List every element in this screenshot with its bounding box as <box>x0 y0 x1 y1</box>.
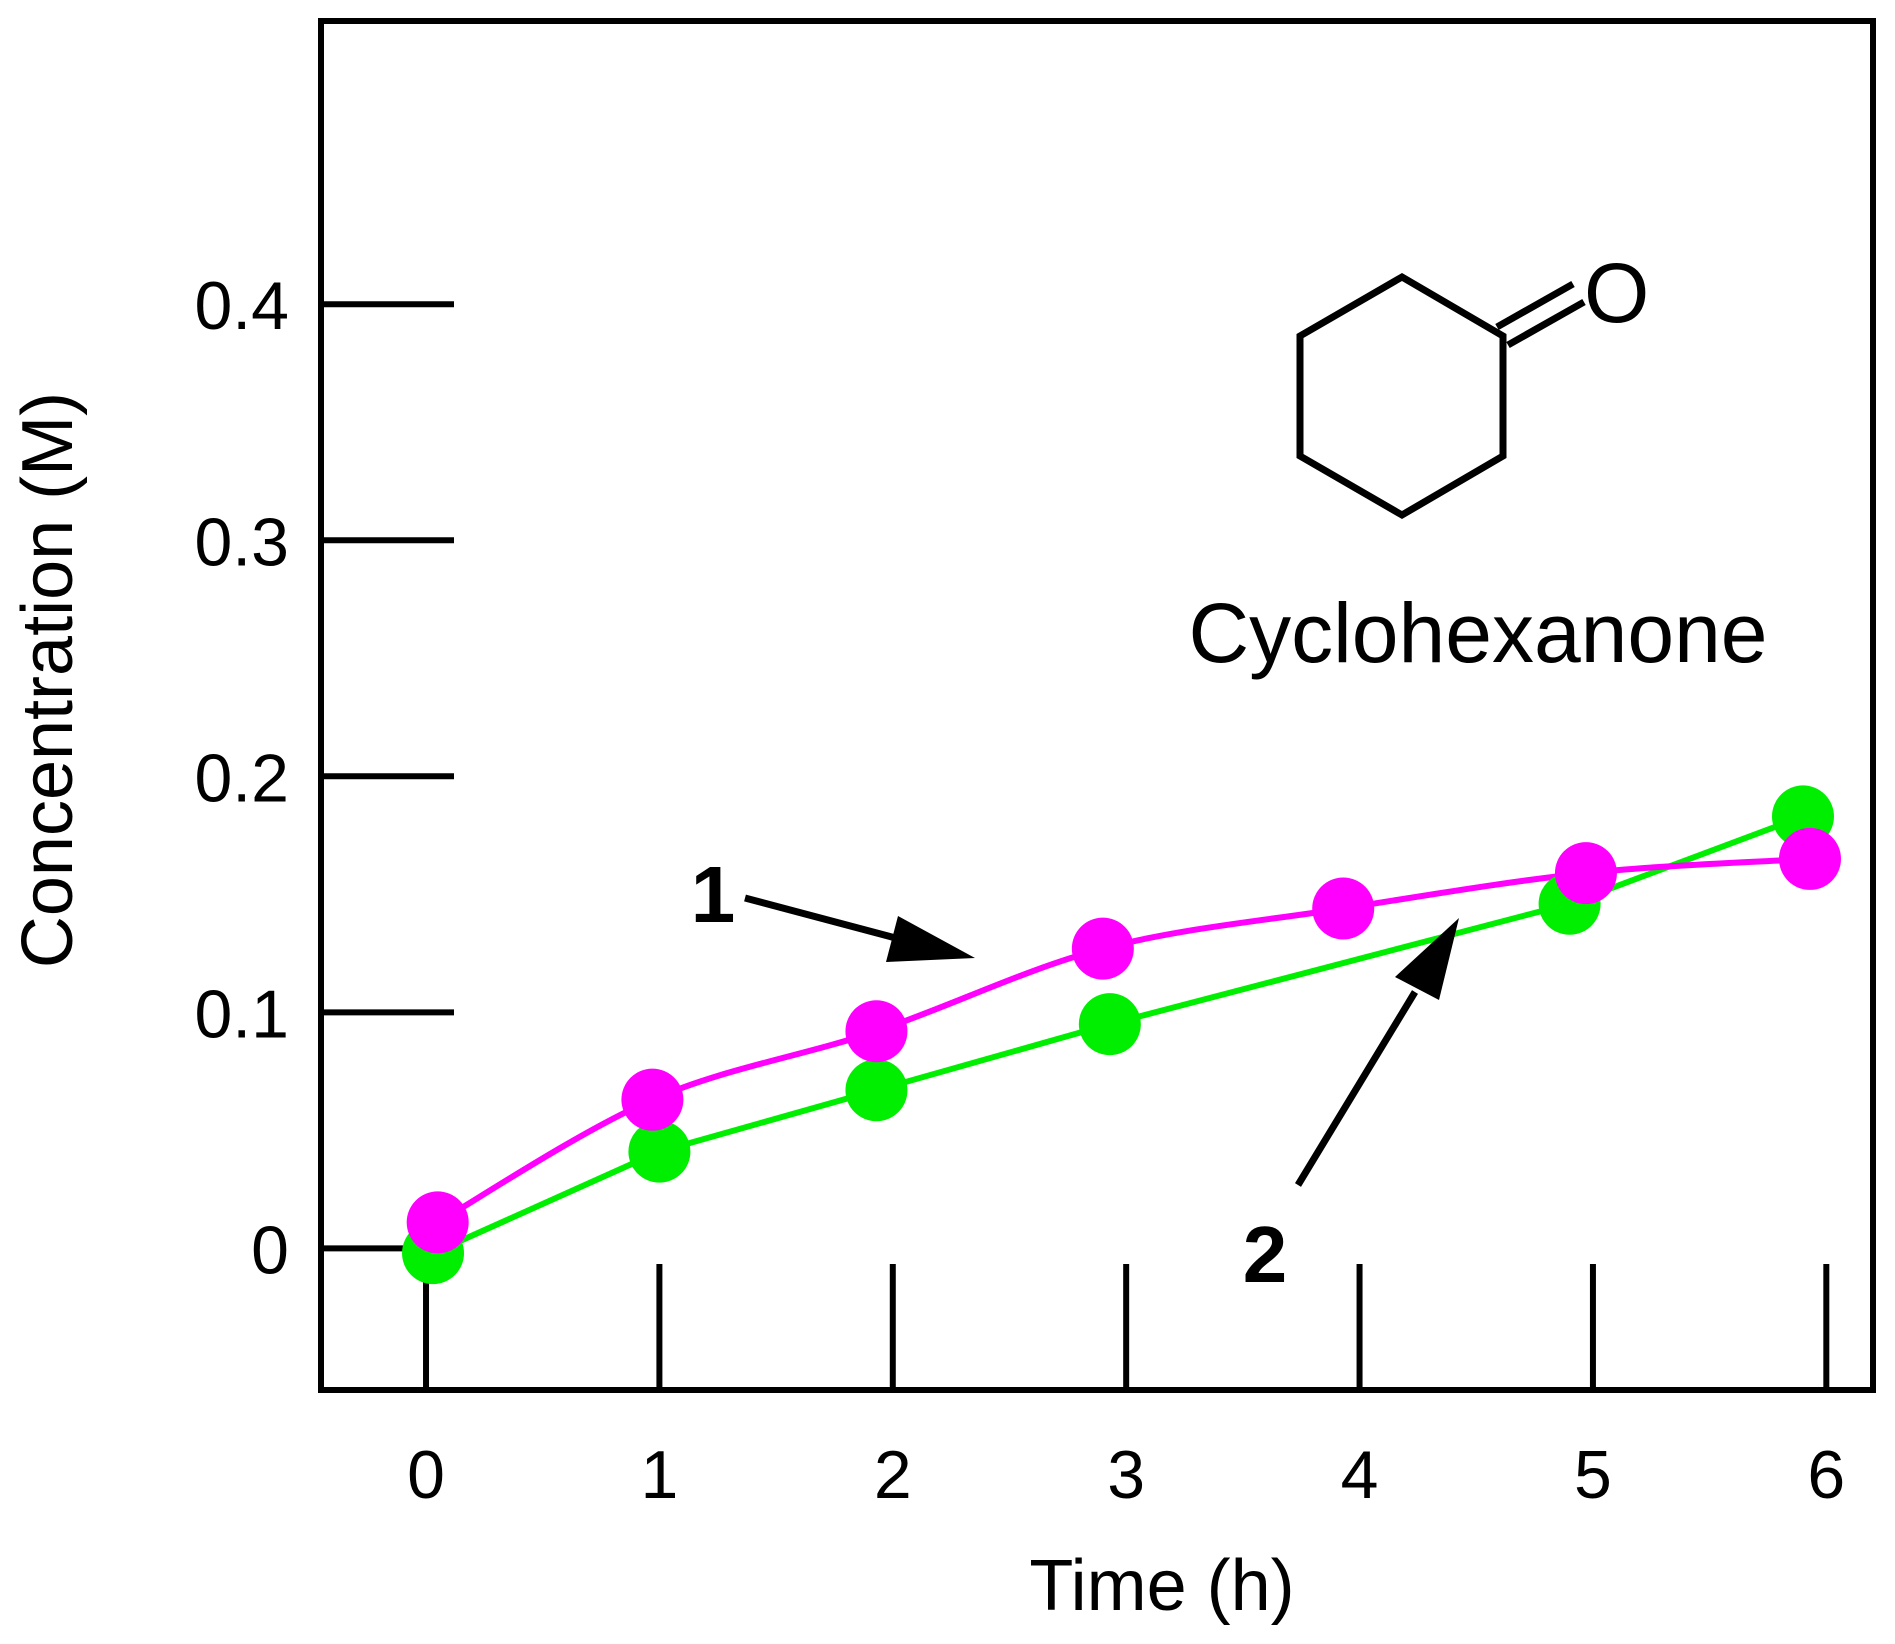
x-axis-label: Time (h) <box>1029 1546 1294 1626</box>
compound-label: Cyclohexanone <box>1188 586 1767 680</box>
y-tick-label: 0 <box>251 1212 289 1288</box>
y-axis-label: Concentration (M) <box>8 392 88 968</box>
y-tick-label: 0.2 <box>194 740 289 816</box>
x-tick-label: 0 <box>407 1437 445 1513</box>
y-tick-label: 0.1 <box>194 976 289 1052</box>
plot-frame <box>318 18 1876 1393</box>
series-1-point <box>845 1000 908 1063</box>
series-1-point <box>406 1191 469 1254</box>
series-1-callout: 1 <box>691 850 736 939</box>
x-tick-label: 5 <box>1574 1437 1612 1513</box>
series-1-point <box>621 1068 684 1131</box>
x-tick-label: 4 <box>1341 1437 1379 1513</box>
series-2-point <box>845 1059 908 1122</box>
x-tick-label: 2 <box>874 1437 912 1513</box>
series-1-point <box>1071 917 1134 980</box>
x-tick-label: 3 <box>1107 1437 1145 1513</box>
y-axis-ticks: 0 0.1 0.2 0.3 0.4 <box>194 268 454 1288</box>
series-2-point <box>628 1120 691 1183</box>
series-1-point <box>1778 827 1841 890</box>
y-tick-label: 0.3 <box>194 504 289 580</box>
y-tick-label: 0.4 <box>194 268 289 344</box>
cyclohexanone-structure-icon <box>1296 272 1586 520</box>
series-1-point <box>1554 842 1617 905</box>
series-2-point <box>1078 993 1141 1056</box>
series-layer <box>402 785 1841 1285</box>
callout-arrow-2 <box>1295 918 1459 1187</box>
series-1-point <box>1312 877 1375 940</box>
callout-arrow-1 <box>744 894 975 962</box>
x-axis-ticks: 0 1 2 3 4 5 6 <box>407 1264 1845 1513</box>
oxygen-label: O <box>1584 246 1649 340</box>
series-2-callout: 2 <box>1243 1210 1288 1299</box>
x-tick-label: 1 <box>640 1437 678 1513</box>
x-tick-label: 6 <box>1807 1437 1845 1513</box>
